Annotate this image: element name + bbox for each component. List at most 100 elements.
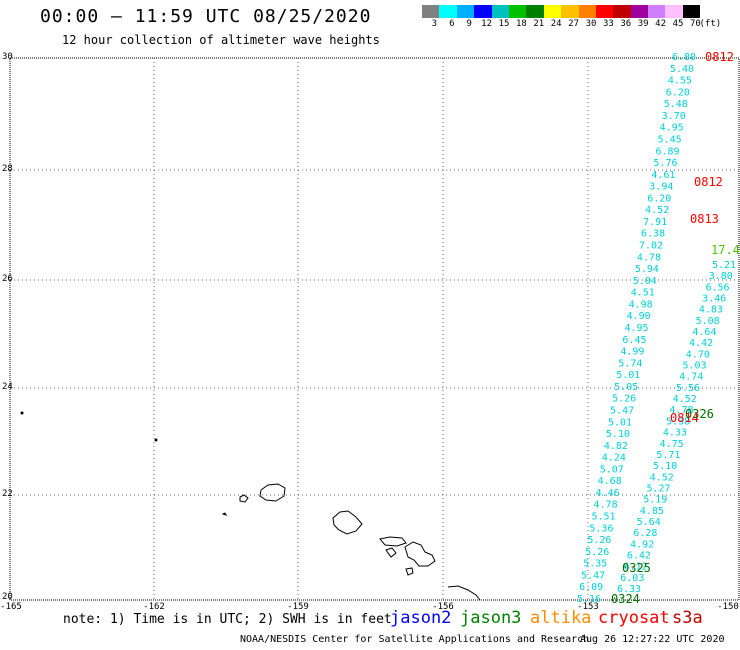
legend-tick-label: 45 [672,19,684,29]
track-time-label: 0812 [705,50,734,64]
island-hawaii [447,585,481,601]
wave-height-value: 6.20 [647,193,671,204]
wave-height-value: 4.52 [650,472,674,483]
lon-label-159: -159 [287,602,309,612]
legend-tick-label: 42 [655,19,667,29]
wave-height-value: 4.52 [645,205,669,216]
wave-height-value: 5.47 [610,405,634,416]
wave-height-value: 6.33 [617,584,641,595]
wave-height-value: 5.45 [658,134,682,145]
footer-credit: NOAA/NESDIS Center for Satellite Applica… [240,634,590,645]
legend-tick-label: 24 [550,19,562,29]
footer-timestamp: Aug 26 12:27:22 UTC 2020 [580,634,725,645]
island-necker [154,438,158,442]
lat-label-22: 22 [2,489,13,499]
wave-height-value: 5.27 [646,483,670,494]
map-frame [9,57,740,601]
wave-height-value: 4.52 [673,394,697,405]
wave-height-value: 4.78 [594,500,618,511]
wave-height-value: 5.07 [600,464,624,475]
track-jason3-values: 5.213.806.563.464.835.084.644.424.705.03… [617,260,736,595]
satellite-cryosat-label: cryosat [598,608,670,628]
wave-height-value: 4.64 [692,327,716,338]
wave-height-value: 4.24 [602,453,626,464]
legend-swatch [526,5,544,18]
track-time-label: 0813 [690,212,719,226]
wave-height-value: 6.38 [641,229,665,240]
wave-height-value: 5.51 [591,512,615,523]
legend-tick-label: 30 [585,19,597,29]
track-time-label: 17.46 [711,243,740,257]
wave-height-value: 5.16 [577,594,601,605]
legend-swatch [439,5,457,18]
wave-height-value: 4.75 [660,439,684,450]
track-time-label: 0812 [694,175,723,189]
legend-swatch [630,5,649,18]
wave-height-value: 5.05 [614,382,638,393]
legend-swatch [422,5,440,18]
wave-height-value: 6.09 [579,582,603,593]
wave-height-value: 5.38 [666,416,690,427]
wave-height-value: 5.10 [606,429,630,440]
wave-height-value: 4.99 [620,347,644,358]
island-oahu [332,510,363,535]
wave-height-value: 5.36 [589,523,613,534]
wave-height-value: 4.55 [668,76,692,87]
legend-swatch [648,5,666,18]
legend-swatch [561,5,579,18]
wave-height-value: 3.70 [662,111,686,122]
legend-tick-label: 3 [431,19,438,29]
lon-label-162: -162 [143,602,165,612]
wave-height-value: 4.70 [686,349,710,360]
wave-height-value: 3.80 [709,271,733,282]
wave-height-value: 4.74 [679,372,703,383]
wave-height-value: 5.56 [676,383,700,394]
map-grid [10,58,739,600]
wave-height-value: 6.56 [705,282,729,293]
wave-height-value: 7.91 [643,217,667,228]
wave-height-value: 4.82 [604,441,628,452]
legend-swatch [595,5,614,18]
legend-swatches [422,5,701,18]
wave-height-value: 4.98 [629,299,653,310]
wave-height-value: 5.26 [585,547,609,558]
wave-height-value: 6.20 [666,87,690,98]
wave-height-value: 4.42 [689,338,713,349]
track-time-label: 0324 [611,592,640,606]
wave-height-value: 4.33 [663,428,687,439]
legend-tick-label: 12 [481,19,493,29]
island-nihoa [20,411,24,415]
legend-swatch [578,5,596,18]
satellite-altika-label: altika [530,608,592,628]
wave-height-value: 4.95 [625,323,649,334]
wave-height-value: 5.71 [656,450,680,461]
track-time-label: 0326 [685,407,714,421]
lon-label-165: -165 [0,602,22,612]
color-legend: 3 6 9 12 15 18 21 24 27 30 33 36 39 42 45 70 (ft) [422,5,721,32]
island-lehua [221,512,227,516]
wave-height-value: 5.48 [664,99,688,110]
island-molokai [379,536,407,547]
lon-label-156: -156 [432,602,454,612]
legend-tick-label: 70 [689,19,701,29]
wave-height-value: 7.02 [639,241,663,252]
wave-height-value: 6.12 [624,562,648,573]
wave-height-value: 5.94 [635,264,659,275]
legend-tick-label: 18 [515,19,527,29]
legend-swatch [665,5,683,18]
legend-tick-label: 9 [466,19,472,29]
satellite-s3a-label: s3a [672,608,703,628]
legend-swatch [508,5,527,18]
wave-height-value: 6.03 [620,573,644,584]
wave-height-value: 6.42 [627,550,651,561]
hawaiian-islands [20,411,481,601]
legend-tick-label: 21 [533,19,545,29]
wave-height-value: 6.45 [622,335,646,346]
wave-height-value: 5.10 [653,461,677,472]
wave-height-value: 5.74 [618,358,642,369]
satellite-jason2-label: jason2 [390,608,452,628]
track-jason2-values: 6.805.404.556.205.483.704.955.456.895.76… [577,52,696,605]
legend-tick-label: 6 [449,19,455,29]
